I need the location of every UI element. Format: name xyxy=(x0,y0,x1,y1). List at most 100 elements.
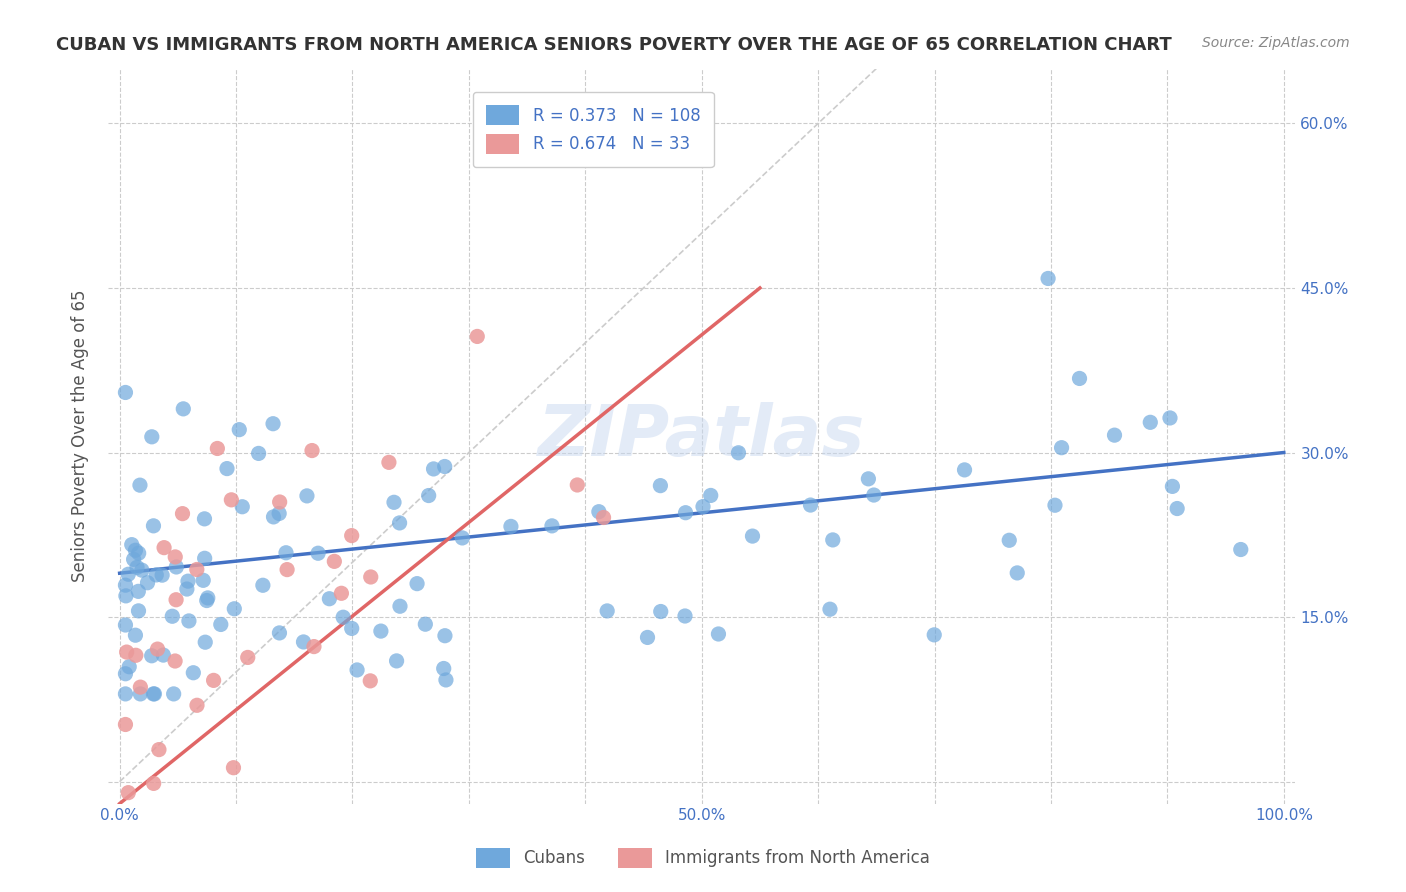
Point xyxy=(228,423,250,437)
Point xyxy=(292,635,315,649)
Point xyxy=(596,604,619,618)
Point xyxy=(117,567,139,582)
Point xyxy=(650,478,672,492)
Point xyxy=(385,654,408,668)
Point xyxy=(269,507,291,521)
Point xyxy=(388,599,411,614)
Point xyxy=(922,628,945,642)
Point xyxy=(122,552,145,566)
Point xyxy=(202,673,225,688)
Point xyxy=(176,582,198,596)
Point xyxy=(224,601,246,615)
Point xyxy=(114,618,136,632)
Point xyxy=(222,761,245,775)
Point xyxy=(114,717,136,731)
Point xyxy=(207,442,229,456)
Point xyxy=(125,648,148,663)
Point xyxy=(114,578,136,592)
Point xyxy=(165,654,187,668)
Point xyxy=(1050,441,1073,455)
Point xyxy=(378,455,401,469)
Point xyxy=(1139,415,1161,429)
Point xyxy=(332,610,354,624)
Point xyxy=(145,568,167,582)
Point xyxy=(115,589,138,603)
Point xyxy=(221,492,243,507)
Point xyxy=(340,622,363,636)
Text: ZIPatlas: ZIPatlas xyxy=(538,401,866,471)
Point xyxy=(181,665,204,680)
Point xyxy=(675,506,697,520)
Point xyxy=(433,459,456,474)
Point xyxy=(262,417,284,431)
Point xyxy=(588,505,610,519)
Point xyxy=(128,546,150,560)
Point xyxy=(818,602,841,616)
Point xyxy=(195,593,218,607)
Point xyxy=(165,560,187,574)
Point xyxy=(114,666,136,681)
Point xyxy=(150,568,173,582)
Point xyxy=(433,629,456,643)
Y-axis label: Seniors Poverty Over the Age of 65: Seniors Poverty Over the Age of 65 xyxy=(72,290,89,582)
Point xyxy=(637,631,659,645)
Point xyxy=(465,329,488,343)
Point xyxy=(307,546,329,560)
Point xyxy=(692,500,714,514)
Point xyxy=(125,560,148,574)
Point xyxy=(142,518,165,533)
Point xyxy=(194,551,217,566)
Text: CUBAN VS IMMIGRANTS FROM NORTH AMERICA SENIORS POVERTY OVER THE AGE OF 65 CORREL: CUBAN VS IMMIGRANTS FROM NORTH AMERICA S… xyxy=(56,36,1173,54)
Point xyxy=(434,673,457,687)
Point xyxy=(121,538,143,552)
Point xyxy=(1161,479,1184,493)
Point xyxy=(360,570,382,584)
Point xyxy=(1159,411,1181,425)
Point xyxy=(142,687,165,701)
Point xyxy=(1166,501,1188,516)
Point xyxy=(858,472,880,486)
Point xyxy=(114,385,136,400)
Point xyxy=(172,507,194,521)
Point xyxy=(370,624,392,639)
Point xyxy=(197,591,219,605)
Point xyxy=(451,531,474,545)
Point xyxy=(146,642,169,657)
Point xyxy=(193,574,215,588)
Point xyxy=(406,576,429,591)
Point xyxy=(415,617,437,632)
Point xyxy=(129,680,152,694)
Point xyxy=(953,463,976,477)
Point xyxy=(269,495,291,509)
Point xyxy=(499,519,522,533)
Point xyxy=(193,512,215,526)
Point xyxy=(422,462,444,476)
Point xyxy=(433,661,456,675)
Point xyxy=(165,592,187,607)
Point xyxy=(128,604,150,618)
Point xyxy=(148,742,170,756)
Legend: Cubans, Immigrants from North America: Cubans, Immigrants from North America xyxy=(470,841,936,875)
Point xyxy=(177,574,200,589)
Point xyxy=(359,673,381,688)
Point xyxy=(276,563,298,577)
Point xyxy=(136,575,159,590)
Point xyxy=(541,519,564,533)
Point xyxy=(1043,498,1066,512)
Point xyxy=(799,498,821,512)
Text: Source: ZipAtlas.com: Source: ZipAtlas.com xyxy=(1202,36,1350,50)
Point xyxy=(567,478,589,492)
Point xyxy=(1104,428,1126,442)
Point xyxy=(209,617,232,632)
Legend: R = 0.373   N = 108, R = 0.674   N = 33: R = 0.373 N = 108, R = 0.674 N = 33 xyxy=(472,92,714,167)
Point xyxy=(127,584,149,599)
Point xyxy=(650,605,672,619)
Point xyxy=(863,488,886,502)
Point xyxy=(124,628,146,642)
Point xyxy=(231,500,253,514)
Point xyxy=(1036,271,1059,285)
Point xyxy=(114,687,136,701)
Point xyxy=(295,489,318,503)
Point xyxy=(141,648,163,663)
Point xyxy=(143,687,166,701)
